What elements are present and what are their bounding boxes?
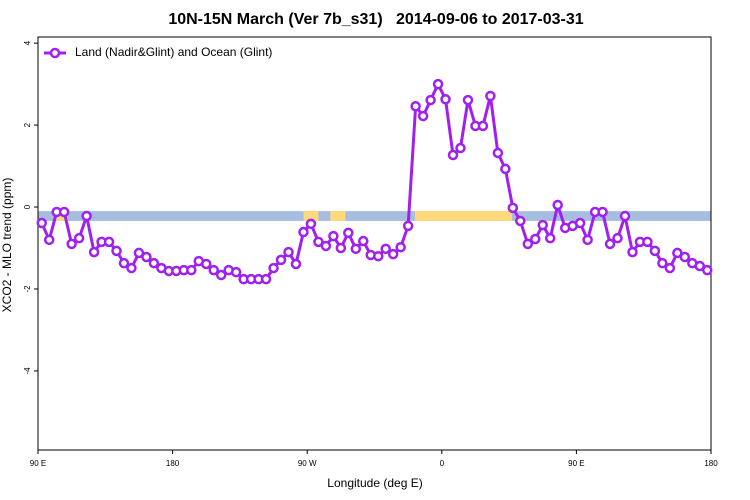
- x-axis-label: Longitude (deg E): [327, 476, 422, 490]
- data-point: [372, 250, 384, 262]
- data-point: [530, 233, 541, 245]
- data-point: [88, 246, 100, 258]
- highlight-span: [414, 211, 513, 221]
- data-point: [268, 262, 279, 274]
- data-point: [410, 100, 421, 112]
- legend-label: Land (Nadir&Glint) and Ocean (Glint): [75, 45, 272, 59]
- y-tick-label: -2: [23, 285, 32, 293]
- data-point: [81, 210, 92, 222]
- data-point: [507, 202, 519, 214]
- data-point: [672, 247, 683, 259]
- data-point: [320, 240, 332, 252]
- chart-title: 10N-15N March (Ver 7b_s31) 2014-09-06 to…: [168, 11, 583, 28]
- data-point: [552, 199, 563, 211]
- data-point: [290, 258, 302, 270]
- data-point: [447, 149, 459, 161]
- data-point: [522, 238, 534, 250]
- data-point: [417, 110, 429, 122]
- x-tick-label: 90 W: [298, 459, 317, 468]
- data-point: [335, 242, 347, 254]
- data-point: [313, 236, 324, 248]
- data-point: [387, 248, 399, 260]
- data-point: [118, 257, 130, 269]
- x-tick-label: 180: [166, 459, 180, 468]
- data-point: [619, 210, 631, 222]
- data-point: [627, 246, 638, 258]
- data-point: [395, 241, 406, 253]
- x-tick-label: 0: [440, 459, 445, 468]
- y-tick-label: -4: [23, 367, 32, 375]
- data-point: [694, 260, 706, 272]
- data-point: [380, 243, 391, 255]
- data-point: [462, 94, 474, 106]
- data-point: [664, 262, 676, 274]
- data-point: [425, 94, 436, 106]
- data-point: [500, 163, 511, 175]
- x-tick-label: 180: [704, 459, 718, 468]
- data-point: [148, 257, 160, 269]
- data-point: [215, 269, 227, 281]
- y-tick-label: 2: [23, 122, 32, 127]
- data-point: [574, 217, 586, 229]
- data-point: [141, 251, 152, 263]
- data-point: [126, 262, 137, 274]
- data-point: [649, 245, 661, 257]
- data-point: [657, 257, 668, 269]
- highlight-span: [303, 211, 319, 221]
- data-point: [36, 217, 47, 229]
- data-point: [455, 142, 466, 154]
- data-point: [103, 236, 115, 248]
- data-point: [230, 266, 242, 278]
- data-point: [111, 245, 122, 257]
- data-point: [73, 232, 85, 244]
- data-point: [544, 232, 556, 244]
- data-point: [597, 206, 608, 218]
- data-point: [298, 226, 309, 238]
- y-axis-label: XCO2 - MLO trend (ppm): [0, 178, 14, 313]
- data-point: [260, 273, 272, 285]
- highlight-span: [330, 211, 346, 221]
- data-point: [402, 220, 414, 232]
- data-point: [440, 94, 451, 105]
- data-point: [66, 238, 77, 250]
- data-point: [186, 264, 197, 276]
- data-point: [58, 206, 70, 218]
- data-point: [201, 258, 212, 270]
- data-point: [432, 78, 444, 90]
- data-point: [485, 90, 496, 102]
- data-point: [133, 247, 145, 259]
- data-point: [358, 235, 369, 247]
- data-point: [208, 264, 219, 276]
- data-point: [679, 251, 691, 263]
- data-point: [350, 243, 362, 255]
- data-point: [328, 230, 339, 242]
- data-point: [515, 215, 526, 227]
- y-tick-label: 4: [23, 40, 32, 45]
- data-point: [604, 238, 616, 250]
- plot-frame: [37, 36, 712, 451]
- data-point: [305, 218, 317, 230]
- reference-band: [38, 211, 711, 221]
- data-point: [582, 234, 593, 246]
- legend-marker: [49, 47, 61, 59]
- data-point: [537, 219, 548, 231]
- data-point: [275, 254, 287, 266]
- x-tick-label: 90 E: [568, 459, 584, 468]
- data-point: [612, 232, 623, 244]
- x-tick-label: 90 E: [30, 459, 46, 468]
- data-point: [492, 147, 504, 159]
- data-point: [477, 120, 489, 132]
- data-point: [642, 236, 653, 248]
- data-point: [283, 246, 294, 258]
- data-point: [702, 264, 713, 276]
- data-point: [43, 234, 55, 246]
- data-point: [343, 227, 354, 239]
- y-tick-label: 0: [23, 204, 32, 209]
